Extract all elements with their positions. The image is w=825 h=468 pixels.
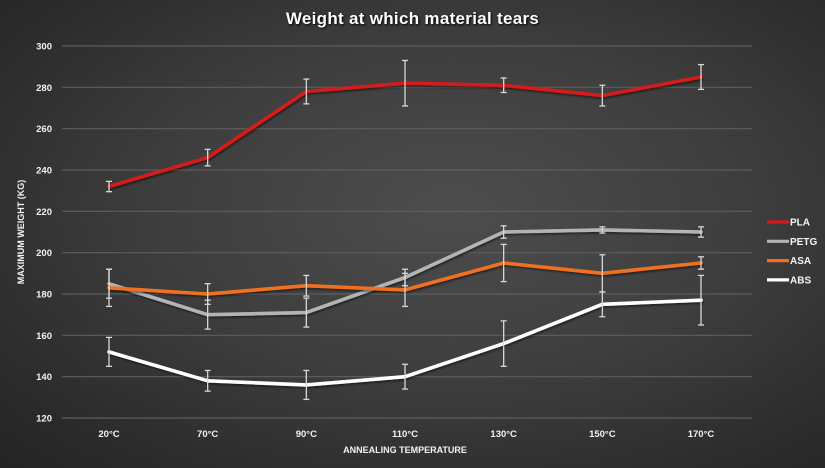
error-bar-asa (204, 283, 211, 305)
error-bar-abs (500, 320, 507, 367)
legend-item-asa: ASA (767, 256, 811, 267)
legend-label: ABS (790, 276, 811, 287)
x-tick-label: 90°C (296, 429, 317, 440)
y-tick-label: 160 (36, 331, 52, 342)
y-tick-label: 180 (36, 290, 52, 301)
error-bar-pla (500, 77, 507, 94)
legend-item-pla: PLA (767, 218, 810, 229)
x-tick-label: 110°C (392, 429, 418, 440)
x-axis-label: ANNEALING TEMPERATURE (343, 445, 467, 455)
legend-label: PETG (790, 237, 817, 248)
error-bar-asa (303, 274, 310, 297)
x-tick-label: 130°C (490, 429, 517, 440)
y-tick-label: 260 (36, 124, 52, 135)
x-tick-label: 70°C (197, 429, 218, 440)
error-bar-pla (106, 180, 112, 193)
error-bar-petg (500, 225, 507, 239)
error-bar-pla (303, 78, 310, 105)
x-axis-ticks: 20°C 70°C 90°C 110°C 130°C 150°C 170°C (98, 429, 714, 440)
error-bar-petg (303, 297, 310, 328)
legend-item-abs: ABS (767, 276, 811, 287)
error-bars (106, 59, 704, 401)
error-bar-pla (599, 84, 606, 107)
gridlines (62, 45, 752, 419)
error-bar-abs (599, 291, 606, 318)
error-bar-petg (599, 226, 606, 234)
error-bar-pla (204, 148, 211, 167)
legend-item-petg: PETG (767, 237, 817, 248)
error-bar-abs (204, 369, 211, 392)
legend: PLA PETG ASA ABS (767, 218, 817, 287)
error-bar-asa (500, 243, 507, 283)
y-tick-label: 240 (36, 166, 52, 177)
y-tick-label: 120 (36, 414, 52, 425)
error-bar-abs (402, 363, 408, 390)
x-tick-label: 150°C (589, 429, 616, 440)
error-bar-pla (402, 59, 408, 107)
y-axis-ticks: 120 140 160 180 200 220 240 260 280 300 (36, 42, 52, 425)
error-bar-asa (106, 268, 112, 308)
y-tick-label: 140 (36, 372, 52, 383)
error-bar-pla (698, 63, 704, 91)
y-tick-label: 220 (36, 207, 52, 218)
chart-title: Weight at which material tears (285, 9, 540, 28)
x-tick-label: 20°C (98, 429, 119, 440)
error-bar-asa (402, 272, 408, 308)
x-tick-label: 170°C (688, 429, 715, 440)
y-axis-label: MAXIMUM WEIGHT (KG) (16, 180, 26, 284)
y-tick-label: 200 (36, 248, 52, 259)
error-bar-abs (303, 369, 310, 401)
error-bar-asa (698, 256, 704, 270)
legend-label: ASA (790, 256, 811, 267)
data-series (107, 75, 703, 387)
error-bar-abs (106, 336, 112, 367)
y-tick-label: 280 (36, 83, 52, 94)
y-tick-label: 300 (36, 42, 52, 53)
error-bar-petg (698, 226, 704, 238)
error-bar-abs (698, 274, 704, 326)
legend-label: PLA (790, 218, 810, 229)
